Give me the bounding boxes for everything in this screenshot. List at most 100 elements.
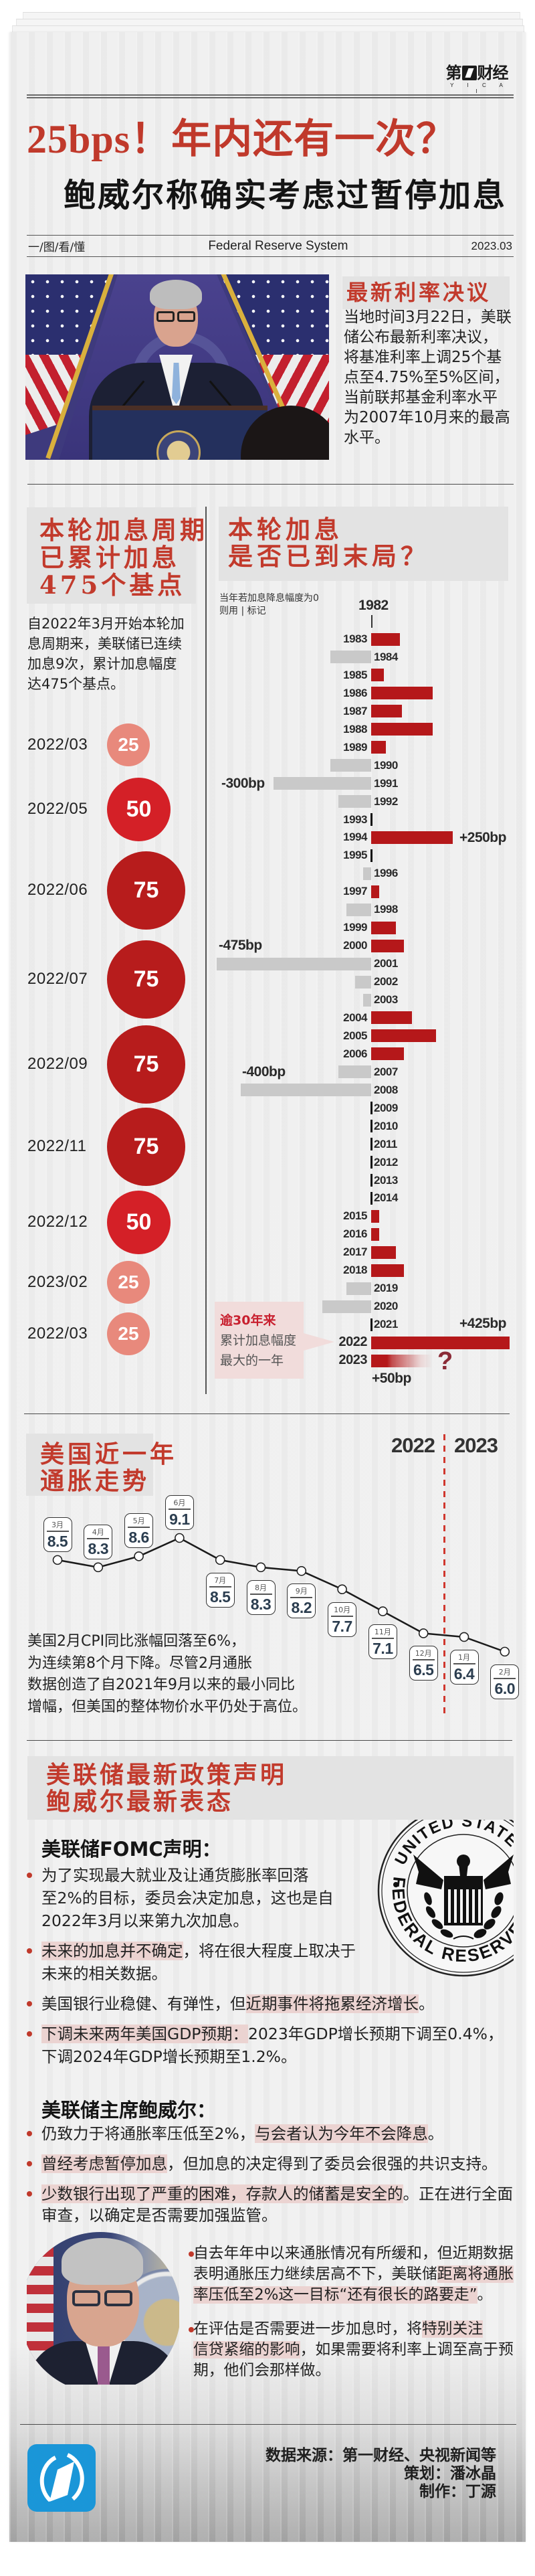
text-line: 达475个基点。 xyxy=(27,676,125,692)
bullet-line: 下调2024年GDP增长预期至1.2%。 xyxy=(41,2045,503,2068)
year-label: 1997 xyxy=(343,885,367,898)
callout-pointer-icon xyxy=(304,1333,334,1351)
bullet-line: 至2%的目标，委员会决定加息，这也是自 xyxy=(41,1887,503,1909)
annotation-minus-300: -300bp xyxy=(221,776,265,791)
bullet-item: 少数银行出现了严重的困难，存款人的储蓄是安全的。正在进行全面 审查，以确定是否需要… xyxy=(24,2183,513,2226)
cpi-data-point xyxy=(175,1533,185,1543)
bullet-line: 曾经考虑暂停加息，但加息的决定得到了委员会很强的共识支持。 xyxy=(41,2153,513,2174)
year-label-2023: 2023 xyxy=(454,1434,498,1457)
year-label: 1987 xyxy=(343,704,367,717)
cpi-value: 8.6 xyxy=(128,1529,149,1547)
text-segment: 。 xyxy=(427,2124,444,2143)
bullet-item: 仍致力于将通胀率压低至2%，与会者认为今年不会降息。 xyxy=(24,2123,513,2144)
year-label: 2012 xyxy=(374,1155,398,1169)
bullet-item: 在评估是否需要进一步加息时，将特别关注 信贷紧缩的影响，如果需要将利率上调至高于预… xyxy=(189,2319,514,2381)
highlighted-text: 少数银行出现了严重的困难，存款人的储蓄是安全的 xyxy=(41,2184,403,2203)
axis-start-tick xyxy=(371,615,372,628)
cpi-month: 6月 xyxy=(173,1498,186,1507)
footer-credits: 数据来源：第一财经、央视新闻等 策划：潘冰晶 制作：丁源 xyxy=(265,2447,496,2501)
bullet-line: 信贷紧缩的影响，如果需要将利率上调至高于预 xyxy=(193,2340,514,2360)
text-segment: ，但加息的决定得到了委员会很强的共识支持。 xyxy=(167,2154,498,2173)
rate-bar-1998 xyxy=(346,903,371,916)
year-label: 1996 xyxy=(374,867,398,880)
fomc-statement-heading: 美联储FOMC声明： xyxy=(41,1838,221,1861)
text-segment: 自去年年中以来通胀情况有所缓和，但近期数据 xyxy=(193,2245,514,2262)
rate-bar-2007 xyxy=(338,1065,371,1079)
cpi-month: 8月 xyxy=(255,1583,267,1592)
rate-bar-1999 xyxy=(371,921,396,934)
brand-text-2: 财经 xyxy=(477,64,509,82)
annotation-minus-475: -475bp xyxy=(219,938,262,953)
chart-legend-note: 当年若加息降息幅度为0 则用 | 标记 xyxy=(219,592,319,618)
issue-date: 2023.03 xyxy=(471,239,512,252)
cpi-trend-line xyxy=(57,1537,506,1653)
year-label: 1989 xyxy=(343,740,367,754)
text-segment: 仍致力于将通胀率压低至2%， xyxy=(41,2124,255,2143)
bullet-line: 美国银行业稳健、有弹性，但近期事件将拖累经济增长。 xyxy=(41,1992,503,2015)
bullet-dot-icon xyxy=(27,2031,32,2037)
year-label: 2018 xyxy=(343,1264,367,1277)
rate-bar-1991 xyxy=(273,777,371,790)
rate-bar-1996 xyxy=(362,867,371,880)
person-hair xyxy=(62,2238,143,2285)
year-label: 1992 xyxy=(374,794,398,808)
podium xyxy=(92,406,268,460)
section-divider xyxy=(24,1413,510,1414)
bullet-line: 期，他们会那样做。 xyxy=(193,2360,514,2381)
cpi-value: 6.0 xyxy=(494,1679,516,1697)
callout-highlight: 逾30年来 xyxy=(220,1313,276,1328)
yicai-logo: 第 财经 Y I C A I xyxy=(444,64,510,94)
cpi-value: 6.5 xyxy=(413,1661,434,1679)
cpi-data-point xyxy=(255,1562,266,1573)
rate-bar-2001 xyxy=(216,957,371,970)
rate-bar-1994 xyxy=(371,831,453,844)
year-label-2022: 2022 xyxy=(391,1434,435,1457)
record-year-callout: 逾30年来 累计加息幅度 最大的一年 xyxy=(215,1302,304,1379)
cpi-data-point xyxy=(418,1628,429,1638)
text-line: 当前联邦基金利率水平 xyxy=(344,389,498,406)
hike-size-bubble: 25 xyxy=(107,723,150,766)
highlighted-text: 未来的加息并不确定 xyxy=(41,1942,183,1960)
bullet-line: 2022年3月以来第九次加息。 xyxy=(41,1909,503,1932)
bullet-dot-icon xyxy=(27,2001,32,2006)
topic-label: Federal Reserve System xyxy=(208,238,348,253)
rate-bar-2019 xyxy=(346,1282,371,1295)
text-segment: 期，他们会那样做。 xyxy=(193,2362,331,2379)
highlighted-text: 曾经考虑暂停加息 xyxy=(41,2154,167,2173)
cycle-title-line: 已累计加息 xyxy=(39,543,180,572)
text-segment: 为了实现最大就业及让通货膨胀率回落 xyxy=(41,1866,309,1885)
hike-date-label: 2022/05 xyxy=(27,800,88,818)
year-divider-dashed-line xyxy=(443,1434,445,1715)
text-line: 为连续第8个月下降。尽管2月通胀 xyxy=(27,1654,252,1672)
text-segment: 2023年GDP增长预期下调至0.4%， xyxy=(247,2025,504,2043)
rate-bar-1984 xyxy=(330,651,371,664)
rate-bar-1990 xyxy=(330,759,371,772)
glasses-icon xyxy=(72,2290,132,2306)
glasses-icon xyxy=(156,311,197,322)
text-line: 自2022年3月开始本轮加 xyxy=(27,616,185,632)
year-label: 2015 xyxy=(343,1209,367,1223)
hike-date-label: 2022/11 xyxy=(27,1137,87,1155)
year-label: 2020 xyxy=(374,1300,398,1313)
text-line: 为2007年10月来的最高 xyxy=(344,409,510,426)
rate-bar-2009 xyxy=(370,1102,372,1115)
fomc-bullet-list: 为了实现最大就业及让通货膨胀率回落至2%的目标，委员会决定加息，这也是自 2022… xyxy=(24,1864,503,2075)
rate-bar-2021 xyxy=(370,1318,372,1331)
cycle-title-line: 475个基点 xyxy=(39,570,186,600)
powell-heading: 美联储主席鲍威尔： xyxy=(41,2099,217,2122)
cpi-data-point xyxy=(52,1555,63,1565)
cpi-month: 2月 xyxy=(498,1667,511,1677)
text-segment: ，将在很大程度上取决于 xyxy=(183,1942,356,1960)
powell-press-conference-photo xyxy=(25,274,329,460)
cpi-value-label: 3月 8.5 xyxy=(43,1517,72,1552)
text-line: 将基准利率上调25个基 xyxy=(344,349,502,366)
cpi-value: 7.1 xyxy=(372,1639,393,1657)
year-label: 2022 xyxy=(338,1335,368,1350)
year-label: 2007 xyxy=(374,1065,398,1078)
hike-size-bubble: 50 xyxy=(107,1190,171,1254)
cpi-label-rule xyxy=(494,1677,516,1679)
year-label: 2004 xyxy=(343,1011,367,1024)
callout-line: 最大的一年 xyxy=(220,1353,284,1368)
bullet-line: 审查，以确定是否需要加强监管。 xyxy=(41,2205,513,2226)
